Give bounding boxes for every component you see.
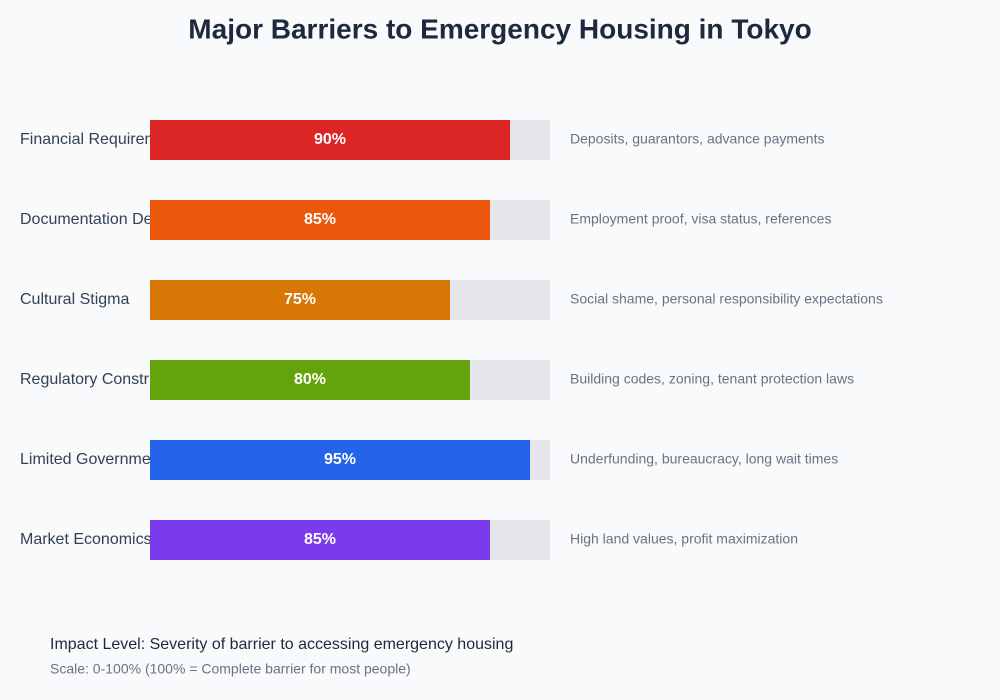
- category-label: Limited Governme: [20, 451, 151, 468]
- bar: [150, 360, 470, 400]
- description: Building codes, zoning, tenant protectio…: [570, 371, 854, 387]
- chart-title: Major Barriers to Emergency Housing in T…: [188, 13, 811, 44]
- description: Social shame, personal responsibility ex…: [570, 291, 883, 307]
- category-label: Regulatory Constr: [20, 371, 150, 388]
- category-label: Cultural Stigma: [20, 291, 129, 308]
- description: Deposits, guarantors, advance payments: [570, 131, 824, 147]
- description: Employment proof, visa status, reference…: [570, 211, 831, 227]
- bar: [150, 200, 490, 240]
- category-label: Documentation De: [20, 211, 153, 228]
- bar: [150, 280, 450, 320]
- bar: [150, 120, 510, 160]
- bar: [150, 520, 490, 560]
- value-label: 95%: [324, 451, 356, 468]
- value-label: 75%: [284, 291, 316, 308]
- description: Underfunding, bureaucracy, long wait tim…: [570, 451, 838, 467]
- value-label: 85%: [304, 531, 336, 548]
- category-label: Market Economics: [20, 531, 152, 548]
- value-label: 80%: [294, 371, 326, 388]
- bar: [150, 440, 530, 480]
- description: High land values, profit maximization: [570, 531, 798, 547]
- value-label: 90%: [314, 131, 346, 148]
- footnote-scale: Scale: 0-100% (100% = Complete barrier f…: [50, 661, 411, 677]
- category-label: Financial Requirem: [20, 131, 158, 148]
- value-label: 85%: [304, 211, 336, 228]
- footnote-title: Impact Level: Severity of barrier to acc…: [50, 636, 513, 653]
